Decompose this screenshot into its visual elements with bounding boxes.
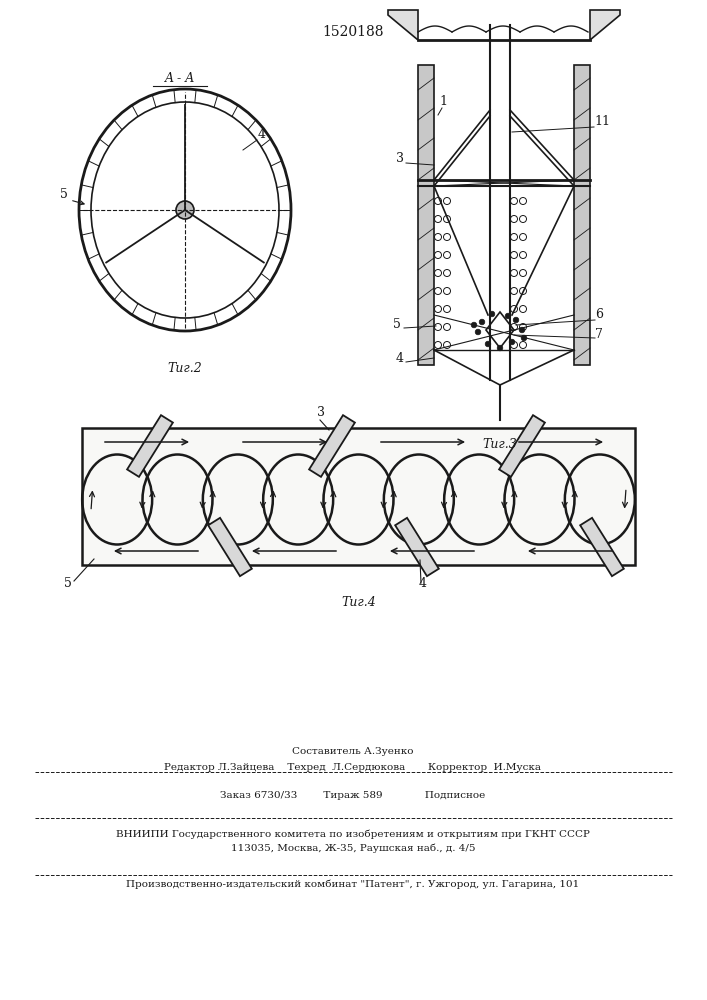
Polygon shape	[395, 518, 439, 576]
Polygon shape	[499, 415, 545, 477]
Circle shape	[521, 335, 527, 341]
Polygon shape	[127, 415, 173, 477]
Text: 6: 6	[595, 308, 603, 321]
Text: 3: 3	[396, 152, 404, 165]
Text: 4: 4	[419, 577, 427, 590]
Text: 1520188: 1520188	[322, 25, 384, 39]
Circle shape	[497, 345, 503, 351]
Text: Заказ 6730/33        Тираж 589             Подписное: Заказ 6730/33 Тираж 589 Подписное	[221, 792, 486, 800]
Circle shape	[475, 329, 481, 335]
Text: 5: 5	[60, 188, 68, 201]
Bar	[82, 428, 635, 565]
Text: Составитель А.Зуенко: Составитель А.Зуенко	[292, 748, 414, 756]
Circle shape	[513, 317, 519, 323]
Text: Редактор Л.Зайцева    Техред  Л.Сердюкова       Корректор  И.Муска: Редактор Л.Зайцева Техред Л.Сердюкова Ко…	[165, 762, 542, 772]
Text: 4: 4	[258, 128, 266, 141]
Circle shape	[489, 311, 495, 317]
Polygon shape	[388, 10, 418, 40]
Polygon shape	[208, 518, 252, 576]
Circle shape	[519, 327, 525, 333]
Text: 5: 5	[393, 318, 401, 331]
Text: Производственно-издательский комбинат "Патент", г. Ужгород, ул. Гагарина, 101: Производственно-издательский комбинат "П…	[127, 879, 580, 889]
Circle shape	[506, 313, 510, 319]
Text: 1: 1	[439, 95, 447, 108]
Circle shape	[479, 319, 485, 325]
Bar	[418, 65, 434, 365]
Ellipse shape	[176, 201, 194, 219]
Polygon shape	[580, 518, 624, 576]
Polygon shape	[590, 10, 620, 40]
Text: 7: 7	[595, 328, 603, 341]
Text: ВНИИПИ Государственного комитета по изобретениям и открытиям при ГКНТ СССР: ВНИИПИ Государственного комитета по изоб…	[116, 829, 590, 839]
Polygon shape	[309, 415, 355, 477]
Circle shape	[471, 322, 477, 328]
Circle shape	[485, 341, 491, 347]
Text: 4: 4	[396, 352, 404, 365]
Text: A - A: A - A	[165, 72, 195, 85]
Circle shape	[509, 339, 515, 345]
Text: 3: 3	[317, 406, 325, 419]
Text: Τиг.3: Τиг.3	[483, 438, 518, 452]
Text: 5: 5	[64, 577, 72, 590]
Text: 113035, Москва, Ж-35, Раушская наб., д. 4/5: 113035, Москва, Ж-35, Раушская наб., д. …	[230, 843, 475, 853]
Text: Τиг.4: Τиг.4	[341, 596, 376, 609]
Text: 11: 11	[594, 115, 610, 128]
Bar	[574, 65, 590, 365]
Text: Τиг.2: Τиг.2	[168, 361, 202, 374]
